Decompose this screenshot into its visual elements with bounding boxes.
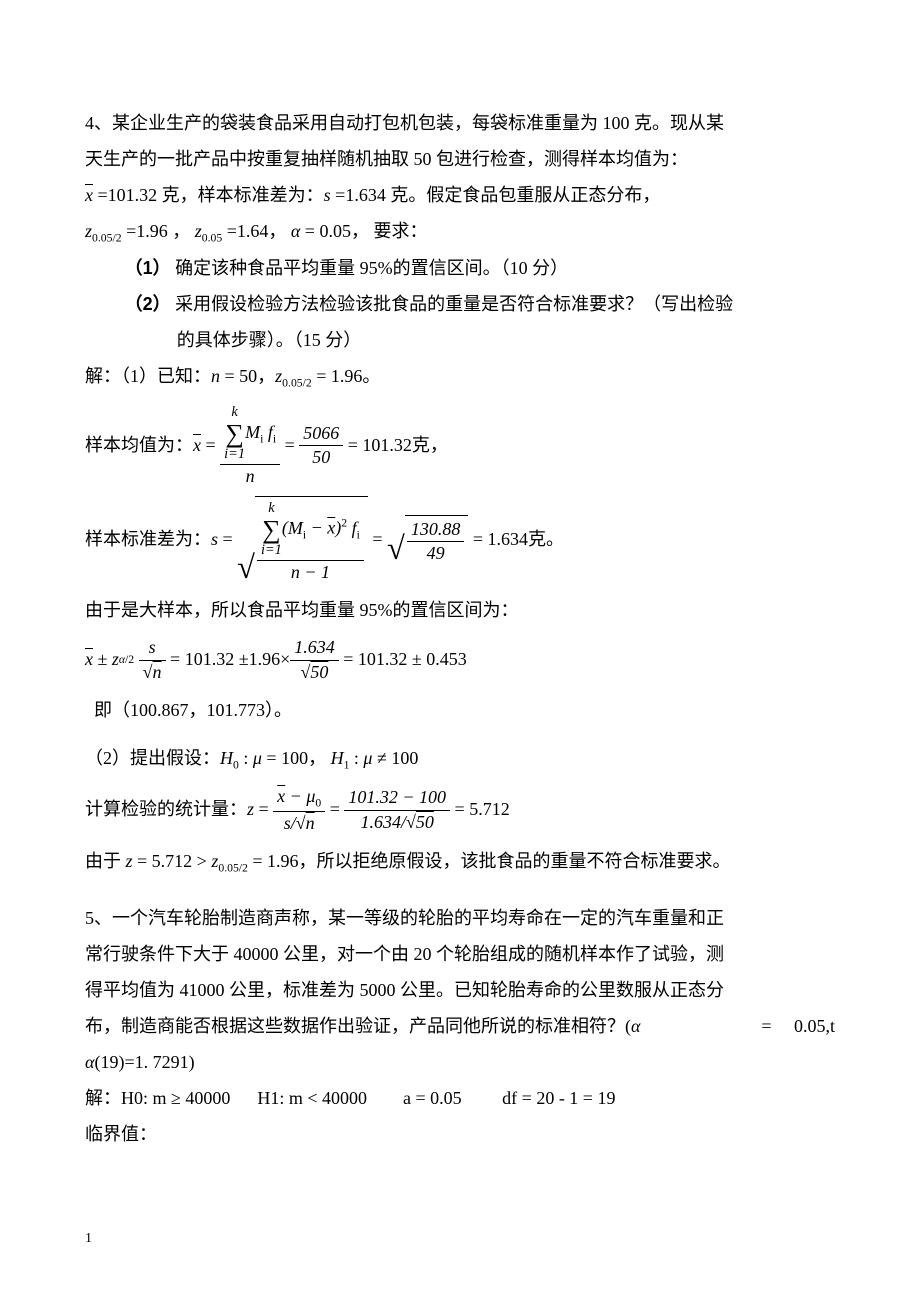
var-den: 49 <box>423 542 449 565</box>
ci-xbar: 101.32 <box>185 649 235 671</box>
ci-pm: 0.453 <box>426 649 467 671</box>
q4-line4: z0.05/2 =1.96 ， z0.05 =1.64， α = 0.05， 要… <box>85 213 835 250</box>
q4-l3-mid: 克，样本标准差为： <box>157 185 324 205</box>
concl-prefix: 由于 <box>85 851 126 871</box>
q4-sub2-l1: （2） 采用假设检验方法检验该批食品的重量是否符合标准要求？（写出检验 <box>85 286 835 322</box>
stat-label: 计算检验的统计量： <box>85 799 247 821</box>
sol1-known-prefix: 解：（1）已知： <box>85 366 211 386</box>
q4-l3-end: 克。假定食品包重服从正态分布， <box>386 185 661 205</box>
q5-sol-l1: 解：H0: m ≥ 40000 H1: m < 40000 a = 0.05 d… <box>85 1080 835 1116</box>
q4-xbar: 101.32 <box>108 185 158 205</box>
q5-l4-pre: 布，制造商能否根据这些数据作出验证，产品同他所说的标准相符？( <box>85 1016 631 1036</box>
document-page: 4、某企业生产的袋装食品采用自动打包机包装，每袋标准重量为 100 克。现从某 … <box>0 0 920 1192</box>
q5-alpha-sym: α <box>631 1016 640 1036</box>
q4-sub1: （1） 确定该种食品平均重量 95%的置信区间。（10 分） <box>85 250 835 286</box>
mean-num: 5066 <box>299 422 343 445</box>
page-number: 1 <box>85 1231 92 1247</box>
mean-result: 101.32 <box>362 435 412 457</box>
h1-val: 100 <box>391 748 418 768</box>
q4-l4-end: ， 要求： <box>351 221 428 241</box>
h0-val: 100 <box>281 748 308 768</box>
ci-formula: x ± zα/2 s √n = 101.32 ± 1.96× 1.634 √50… <box>85 636 835 684</box>
concl-crit: 1.96 <box>267 851 299 871</box>
z-mu: 100 <box>419 787 446 807</box>
q5-l4-mid: = 0.05,t <box>743 1008 835 1044</box>
z-s: 1.634 <box>361 812 402 832</box>
q4-z-half: 1.96 <box>136 221 168 241</box>
large-sample: 由于是大样本，所以食品平均重量 95%的置信区间为： <box>85 592 835 628</box>
var-num: 130.88 <box>407 518 465 541</box>
sol1-z: 1.96 <box>331 366 363 386</box>
z-n: 50 <box>416 812 434 832</box>
z-xnum: 101.32 <box>348 787 398 807</box>
sol2-concl: 由于 z = 5.712 > z0.05/2 = 1.96，所以拒绝原假设，该批… <box>85 843 835 880</box>
std-unit: 克。 <box>528 529 564 551</box>
concl-z: 5.712 <box>152 851 193 871</box>
sol1-known: 解：（1）已知：n = 50，z0.05/2 = 1.96。 <box>85 358 835 395</box>
std-result: 1.634 <box>487 529 528 551</box>
ci-s: 1.634 <box>290 636 339 659</box>
mean-den: 50 <box>308 446 334 469</box>
ci-n: 50 <box>310 662 328 682</box>
zstat-formula: 计算检验的统计量： z = x − μ0 s/√n = 101.32 − 100… <box>85 785 835 835</box>
q5-sol-l2: 临界值： <box>85 1116 835 1152</box>
sol1-n: 50 <box>239 366 257 386</box>
ci-z: 1.96 <box>249 649 281 671</box>
q5-l5: α(19)=1. 7291) <box>85 1044 835 1080</box>
concl-end: ，所以拒绝原假设，该批食品的重量不符合标准要求。 <box>299 851 731 871</box>
q4-sub2-text1: 采用假设检验方法检验该批食品的重量是否符合标准要求？（写出检验 <box>175 294 733 314</box>
std-formula: 样本标准差为： s = √ k∑i=1(Mi − x)2 fi n − 1 = … <box>85 496 835 584</box>
q5-l2: 常行驶条件下大于 40000 公里，对一个由 20 个轮胎组成的随机样本作了试验… <box>85 936 835 972</box>
z-result: 5.712 <box>469 799 510 821</box>
q4-line1: 4、某企业生产的袋装食品采用自动打包机包装，每袋标准重量为 100 克。现从某 <box>85 105 835 141</box>
sol2-hypo: （2）提出假设：H0 : μ = 100， H1 : μ ≠ 100 <box>85 740 835 777</box>
q4-line3: x =101.32 克，样本标准差为：s =1.634 克。假定食品包重服从正态… <box>85 177 835 213</box>
q5-l5-arg: (19)=1. 7291) <box>94 1052 194 1072</box>
ci-result: 即（100.867，101.773）。 <box>85 692 835 728</box>
mean-formula: 样本均值为： x = k∑i=1Mi fi n = 5066 50 = 101.… <box>85 403 835 488</box>
std-label: 样本标准差为： <box>85 529 211 551</box>
q4-s: 1.634 <box>345 185 386 205</box>
q5-l4: 布，制造商能否根据这些数据作出验证，产品同他所说的标准相符？(α = 0.05,… <box>85 1008 835 1044</box>
q4-z-full: 1.64 <box>237 221 269 241</box>
q4-alpha: 0.05 <box>319 221 351 241</box>
q4-sub1-text: 确定该种食品平均重量 95%的置信区间。（10 分） <box>175 258 568 278</box>
sol2-hypo-prefix: （2）提出假设： <box>85 748 220 768</box>
mean-unit: 克， <box>412 435 448 457</box>
sol1-known-end: 。 <box>362 366 380 386</box>
q5-l3: 得平均值为 41000 公里，标准差为 5000 公里。已知轮胎寿命的公里数服从… <box>85 972 835 1008</box>
q4-line2: 天生产的一批产品中按重复抽样随机抽取 50 包进行检查，测得样本均值为： <box>85 141 835 177</box>
q4-sub2-l2: 的具体步骤）。（15 分） <box>85 322 835 358</box>
q5-l1: 5、一个汽车轮胎制造商声称，某一等级的轮胎的平均寿命在一定的汽车重量和正 <box>85 900 835 936</box>
ci-mid: 101.32 <box>358 649 408 671</box>
mean-label: 样本均值为： <box>85 435 193 457</box>
